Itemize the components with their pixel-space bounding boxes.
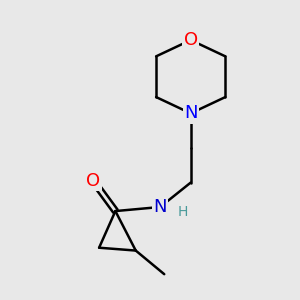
Text: O: O: [86, 172, 100, 190]
Text: N: N: [153, 198, 167, 216]
Text: O: O: [184, 31, 198, 49]
Text: H: H: [177, 205, 188, 219]
Text: N: N: [184, 104, 197, 122]
